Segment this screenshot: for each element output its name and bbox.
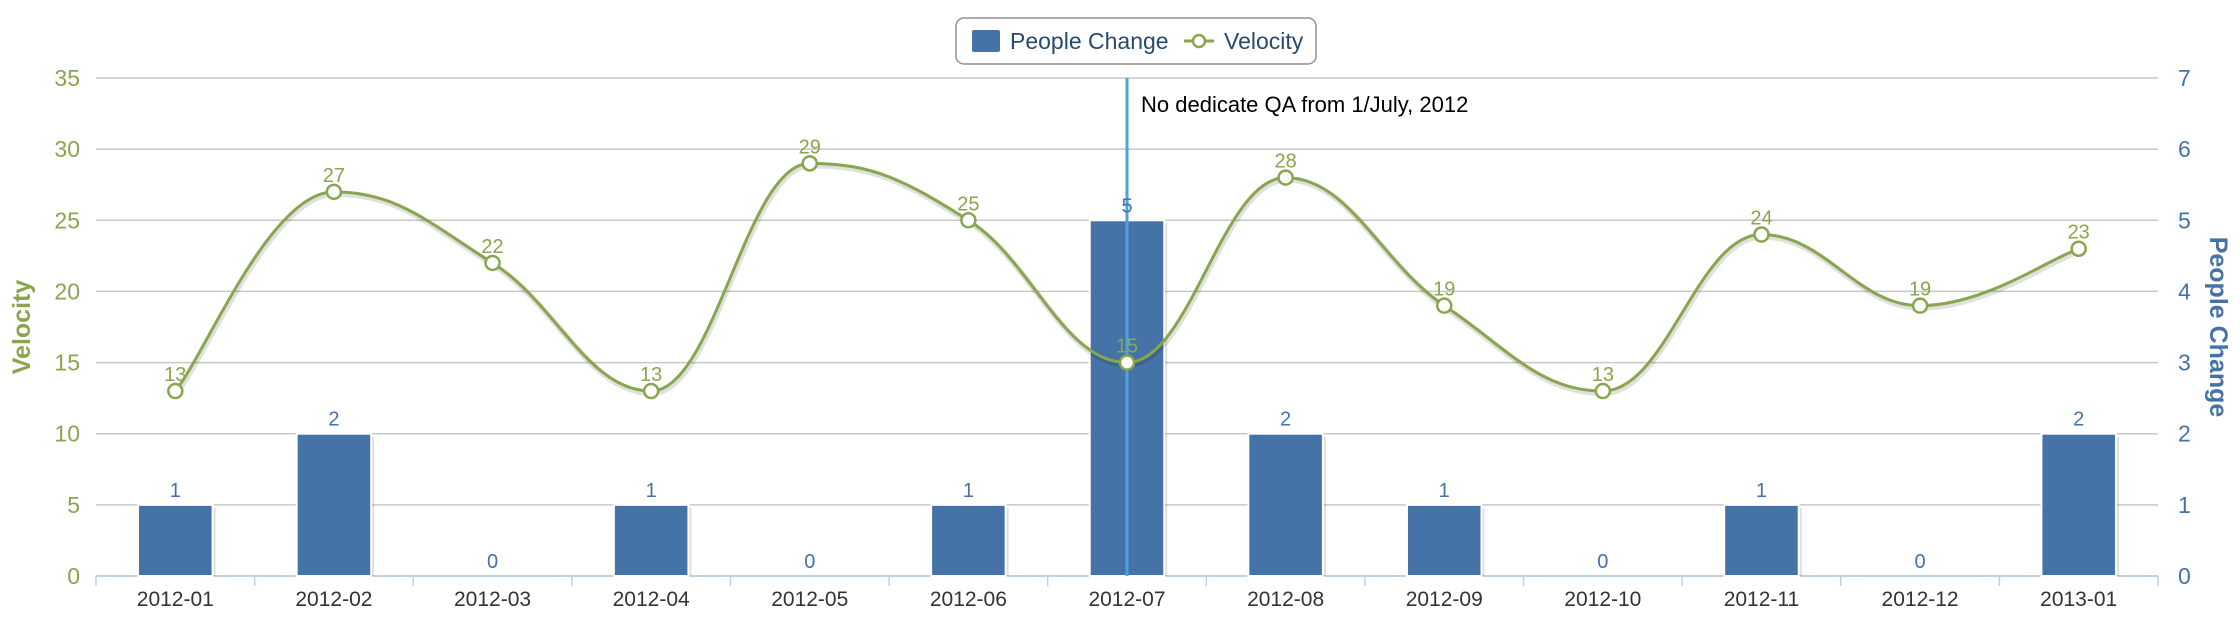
- line-point: [2070, 240, 2087, 257]
- bar: [930, 503, 1007, 578]
- bar: [295, 432, 373, 578]
- right-tick-label: 0: [2178, 563, 2191, 589]
- right-tick-label: 6: [2178, 136, 2191, 162]
- bar-data-label: 1: [646, 480, 657, 502]
- x-tick-label: 2012-02: [295, 588, 372, 611]
- bar-data-label: 2: [2073, 409, 2084, 431]
- line-data-label: 13: [164, 364, 186, 386]
- x-tick-label: 2012-09: [1406, 588, 1483, 611]
- right-axis-title: People Change: [2204, 237, 2232, 418]
- x-tick-label: 2012-04: [613, 588, 690, 611]
- bar: [2040, 432, 2117, 578]
- left-tick-label: 0: [67, 563, 80, 589]
- left-tick-label: 30: [54, 136, 80, 162]
- left-tick-label: 5: [67, 492, 80, 518]
- bar-data-label: 2: [1280, 409, 1291, 431]
- line-data-label: 22: [481, 236, 503, 258]
- line-point: [801, 155, 819, 172]
- line-data-label: 29: [799, 136, 821, 158]
- bar-data-label: 0: [1915, 551, 1926, 573]
- left-tick-label: 15: [54, 350, 80, 376]
- left-axis-title: Velocity: [8, 280, 36, 375]
- legend[interactable]: People Change Velocity: [955, 17, 1317, 65]
- x-tick-label: 2012-06: [930, 588, 1007, 611]
- line-point: [325, 183, 343, 201]
- bar-data-label: 1: [1756, 480, 1767, 502]
- plot-line: No dedicate QA from 1/July, 2012: [1125, 78, 1468, 576]
- legend-box: [955, 17, 1317, 65]
- line-data-label: 19: [1909, 279, 1931, 301]
- bar: [1723, 503, 1800, 578]
- right-tick-label: 3: [2178, 350, 2191, 376]
- legend-symbol-bar: [972, 30, 1000, 52]
- bar-data-label: 5: [1121, 195, 1132, 217]
- left-tick-label: 25: [54, 207, 80, 233]
- line-point: [960, 212, 977, 229]
- line-series: [167, 155, 2087, 400]
- x-tick-label: 2012-10: [1564, 588, 1641, 611]
- bar-data-label: 1: [170, 480, 181, 502]
- left-tick-label: 20: [54, 278, 80, 304]
- line-point: [1118, 354, 1136, 371]
- left-tick-label: 10: [54, 421, 80, 447]
- line-point: [1594, 382, 1612, 400]
- bar-data-label: 0: [487, 551, 498, 573]
- line-data-label: 13: [640, 364, 662, 386]
- left-tick-label: 35: [54, 65, 80, 91]
- x-tick-label: 2012-03: [454, 588, 531, 611]
- line-data-label: 25: [957, 193, 979, 215]
- line-point: [484, 254, 501, 272]
- line-data-label: 28: [1274, 151, 1296, 173]
- line-data-label: 19: [1433, 279, 1455, 301]
- bar: [1247, 432, 1324, 578]
- x-tick-label: 2012-08: [1247, 588, 1324, 611]
- line-data-label: 23: [2068, 222, 2090, 244]
- line-point: [1911, 297, 1929, 314]
- bar-data-label: 0: [804, 551, 815, 573]
- legend-label: Velocity: [1224, 28, 1304, 54]
- line-data-label: 13: [1592, 364, 1614, 386]
- line-point: [1753, 226, 1770, 243]
- line-data-label: 24: [1750, 208, 1772, 230]
- line-point: [167, 382, 184, 400]
- x-tick-label: 2012-05: [771, 588, 848, 611]
- annotation-label: No dedicate QA from 1/July, 2012: [1141, 92, 1468, 117]
- bar: [1405, 503, 1483, 578]
- legend-symbol-point: [1191, 33, 1207, 49]
- x-tick-label: 2012-07: [1088, 588, 1165, 611]
- legend-label: People Change: [1010, 28, 1169, 54]
- x-tick-label: 2012-11: [1724, 588, 1800, 611]
- x-tick-label: 2013-01: [2040, 588, 2117, 611]
- bar-data-label: 2: [328, 409, 339, 431]
- bar: [137, 503, 214, 578]
- x-tick-label: 2012-12: [1882, 588, 1959, 611]
- x-tick-label: 2012-01: [137, 588, 214, 611]
- bar-data-label: 1: [1439, 480, 1450, 502]
- bar: [612, 503, 690, 578]
- line-data-label: 27: [323, 165, 345, 187]
- right-tick-label: 5: [2178, 207, 2191, 233]
- line-point: [642, 382, 660, 400]
- bar-series: [137, 219, 2119, 578]
- right-tick-label: 7: [2178, 65, 2191, 91]
- right-tick-label: 4: [2178, 278, 2191, 304]
- right-tick-label: 1: [2178, 492, 2191, 518]
- line-point: [1435, 297, 1453, 314]
- line-point: [1277, 169, 1294, 186]
- bar-data-label: 1: [963, 480, 974, 502]
- line-data-label: 15: [1116, 336, 1138, 358]
- bar-data-label: 0: [1597, 551, 1608, 573]
- right-tick-label: 2: [2178, 421, 2191, 447]
